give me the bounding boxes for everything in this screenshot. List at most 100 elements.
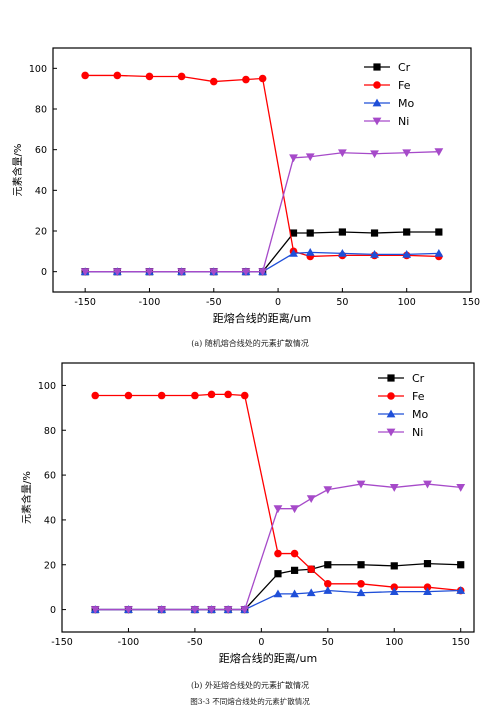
chart-a-point-mo [289, 248, 298, 257]
chart-b-point-ni [356, 480, 366, 489]
figure-caption: 图3-3 不同熔合线处的元素扩散情况 [190, 697, 310, 706]
chart-a-legend-marker [372, 117, 382, 126]
chart-a-series-ni [80, 148, 444, 277]
chart-b-point-ni [190, 606, 200, 614]
chart-a: -150 -100 -50 0 50 100 150 0 20 40 60 80 100 距熔合线的距离/… [11, 47, 480, 325]
chart-b-legend-label: Cr [412, 372, 425, 385]
chart-b-x-tick-label: 150 [452, 637, 470, 648]
chart-b-point-fe [274, 549, 282, 558]
chart-a-y-tick-label: 100 [29, 64, 47, 75]
chart-b-point-fe [207, 390, 216, 399]
chart-a-point-mo [337, 248, 347, 257]
chart-a-x-tick-label: 100 [398, 297, 416, 308]
chart-b-point-cr [324, 561, 332, 569]
chart-a-y-tick-label: 80 [35, 105, 47, 116]
chart-b-point-fe [324, 580, 332, 588]
chart-a-x-tick-label: 0 [275, 297, 281, 308]
chart-b-y-tick-label: 80 [44, 426, 56, 437]
chart-b-point-fe [307, 565, 315, 574]
chart-b-point-ni [273, 505, 283, 514]
chart-b-point-fe [91, 391, 100, 400]
chart-b-point-cr [457, 561, 465, 569]
chart-b-plot-frame [61, 362, 475, 633]
chart-a-series-cr [81, 228, 443, 276]
chart-a-point-fe [145, 72, 154, 81]
chart-b-point-cr [274, 570, 282, 578]
chart-b-point-mo [423, 587, 432, 596]
chart-a-point-ni [209, 268, 219, 277]
chart-b-point-fe [240, 391, 249, 400]
chart-b-y-axis-label: 元素含量/% [20, 471, 33, 524]
chart-a-point-fe [113, 71, 122, 80]
chart-b-x-tick-label: -100 [118, 637, 140, 648]
chart-a-plot-frame [52, 47, 472, 293]
chart-b-point-mo [290, 589, 299, 598]
chart-a-point-ni [241, 268, 251, 277]
chart-a-y-tick-label: 60 [35, 145, 47, 156]
chart-a-point-ni [289, 154, 298, 163]
chart-b-point-cr [390, 562, 398, 570]
chart-b-point-mo [323, 586, 333, 594]
chart-b-point-ni [124, 606, 133, 614]
chart-a-point-ni [337, 149, 347, 158]
chart-a-point-cr [403, 228, 411, 236]
chart-a-point-cr [435, 228, 443, 236]
chart-b-point-cr [357, 561, 365, 569]
chart-a-point-ni [258, 268, 268, 277]
chart-b-point-ni [423, 480, 432, 489]
chart-b-point-mo [273, 589, 283, 598]
chart-a-point-mo [370, 249, 379, 258]
chart-b-x-tick-label: 100 [385, 637, 403, 648]
chart-a-line-ni [85, 151, 439, 273]
chart-a-y-tick-label: 40 [35, 186, 47, 197]
chart-a-y-tick-label: 0 [41, 267, 47, 278]
chart-b-point-mo [356, 588, 366, 597]
chart-a-x-tick-label: 50 [336, 297, 348, 308]
chart-b-legend-marker [387, 374, 395, 382]
chart-a-x-tick-label: -50 [206, 297, 222, 308]
chart-a-x-tick-label: -100 [139, 297, 161, 308]
chart-a-point-fe [177, 72, 186, 81]
chart-b-legend-label: Fe [412, 390, 425, 403]
chart-b-point-fe [290, 549, 299, 558]
chart-b-series-ni [90, 480, 466, 614]
chart-b-point-mo [306, 588, 316, 597]
chart-b-point-ni [456, 484, 466, 492]
chart-a-point-ni [80, 268, 90, 277]
chart-a-point-cr [289, 229, 298, 237]
chart-b-caption: (b) 外延熔合线处的元素扩散情况 [191, 681, 309, 690]
chart-b-y-tick-label: 100 [38, 381, 56, 392]
chart-b-legend-label: Mo [412, 408, 428, 421]
chart-b-point-fe [157, 391, 166, 400]
chart-b-x-axis-label: 距熔合线的距离/um [219, 651, 317, 665]
chart-b-point-fe [390, 583, 399, 591]
chart-a-legend: Cr Fe Mo Ni [364, 61, 414, 128]
chart-a-point-fe [242, 75, 250, 84]
chart-a-y-tick-label: 20 [35, 227, 47, 238]
chart-a-point-ni [305, 153, 315, 162]
chart-b-point-ni [306, 495, 316, 504]
chart-b-legend: Cr Fe Mo Ni [378, 372, 428, 439]
chart-a-point-mo [305, 247, 315, 256]
chart-b-point-ni [290, 505, 299, 514]
chart-b-legend-marker [387, 392, 395, 400]
chart-b-legend-marker [386, 409, 396, 418]
chart-b: -150 -100 -50 0 50 100 150 0 20 40 60 80 100 距熔合线的距离/… [20, 362, 475, 665]
chart-b-point-ni [323, 486, 333, 495]
chart-a-point-fe [209, 77, 218, 86]
chart-a-x-axis-label: 距熔合线的距离/um [213, 311, 311, 325]
chart-a-legend-label: Cr [398, 61, 411, 74]
chart-a-point-ni [145, 268, 154, 277]
chart-b-legend-marker [386, 428, 396, 437]
chart-b-series-fe [91, 390, 465, 595]
chart-b-point-cr [423, 560, 432, 568]
chart-a-legend-label: Mo [398, 97, 414, 110]
chart-b-point-ni [240, 606, 250, 614]
chart-b-point-fe [224, 390, 232, 399]
chart-b-x-tick-label: 0 [258, 637, 264, 648]
chart-a-point-ni [370, 150, 379, 159]
chart-a-legend-marker [372, 98, 382, 107]
chart-a-point-fe [258, 74, 267, 83]
chart-b-point-cr [290, 566, 299, 574]
